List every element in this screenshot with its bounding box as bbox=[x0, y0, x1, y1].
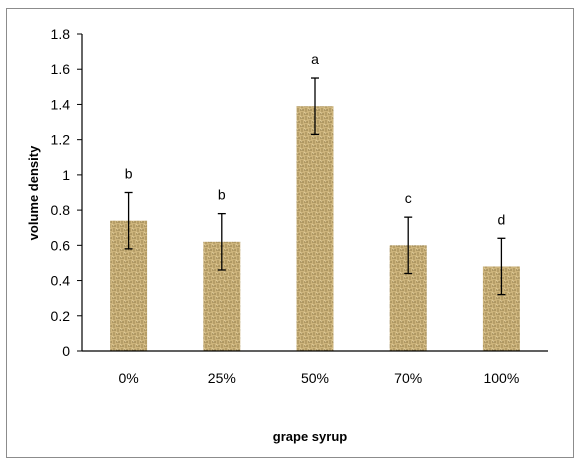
y-tick-label: 0.2 bbox=[51, 308, 71, 324]
x-tick-label: 70% bbox=[394, 370, 422, 386]
y-tick-label: 0.8 bbox=[51, 202, 71, 218]
y-tick-label: 1.2 bbox=[51, 132, 71, 148]
x-tick-label: 0% bbox=[118, 370, 138, 386]
x-tick-label: 25% bbox=[208, 370, 236, 386]
significance-labels: b b a c d bbox=[125, 51, 506, 227]
y-tick-label: 0.6 bbox=[51, 237, 71, 253]
significance-label: c bbox=[405, 190, 412, 206]
y-tick-label: 0 bbox=[62, 343, 70, 359]
y-tick-label: 1.8 bbox=[51, 26, 71, 42]
bars bbox=[110, 106, 520, 351]
significance-label: b bbox=[125, 166, 133, 182]
y-axis: 0 0.2 0.4 0.6 0.8 1 1.2 1.4 1.6 1.8 bbox=[51, 26, 83, 359]
y-tick-label: 1 bbox=[62, 167, 70, 183]
significance-label: a bbox=[311, 51, 319, 67]
significance-label: d bbox=[498, 211, 506, 227]
y-tick-label: 1.6 bbox=[51, 61, 71, 77]
y-tick-label: 1.4 bbox=[51, 96, 71, 112]
y-tick-label: 0.4 bbox=[51, 273, 71, 289]
x-tick-label: 100% bbox=[483, 370, 519, 386]
chart-frame bbox=[6, 8, 574, 458]
y-axis-title: volume density bbox=[26, 145, 41, 240]
bar-50pct bbox=[296, 106, 334, 351]
significance-label: b bbox=[218, 187, 226, 203]
x-axis: 0% 25% 50% 70% 100% bbox=[82, 350, 548, 386]
x-tick-label: 50% bbox=[301, 370, 329, 386]
x-axis-title: grape syrup bbox=[273, 429, 347, 444]
error-bars bbox=[124, 77, 506, 296]
